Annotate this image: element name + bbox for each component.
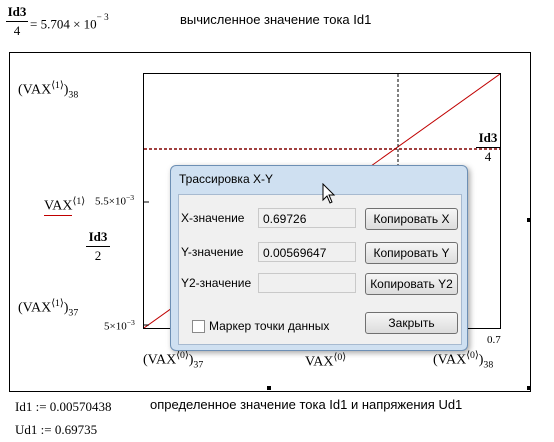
- x-label-right-sup: ⟨0⟩: [466, 350, 479, 361]
- data-marker-checkbox[interactable]: [192, 320, 205, 333]
- y-series-label-base: VAX: [44, 198, 73, 214]
- top-comment: вычисленное значение тока Id1: [180, 12, 372, 27]
- x-label-right-sub: 38: [483, 359, 494, 371]
- data-marker-checkbox-label[interactable]: Маркер точки данных: [209, 319, 330, 333]
- x-label-left-sub: 37: [193, 359, 204, 371]
- x-label-right: (VAX⟨0⟩)38: [433, 350, 494, 371]
- y-series2-den: 2: [94, 248, 102, 263]
- ud1-definition: Ud1 := 0.69735: [15, 422, 98, 437]
- x-series-label: VAX⟨0⟩: [305, 352, 346, 371]
- y-label-top-sub: 38: [68, 89, 79, 101]
- dialog-title[interactable]: Трассировка X-Y: [179, 172, 273, 186]
- top-fraction: Id3 4: [6, 4, 28, 39]
- top-formula-value: = 5.704 × 10− 3: [30, 12, 109, 32]
- y-tick-mid-base: 5.5×10: [95, 195, 126, 208]
- y-tick-bottom-base: 5×10: [104, 320, 127, 333]
- x-label-left: (VAX⟨0⟩)37: [143, 350, 204, 371]
- y-value-label: Y-значение: [181, 245, 244, 259]
- y-tick-mid-exp: −3: [125, 193, 135, 202]
- x-series-label-base: VAX: [305, 354, 334, 370]
- x-tick-right: 0.7: [487, 334, 501, 346]
- y2-value-label: Y2-значение: [181, 276, 252, 290]
- resize-handle-corner[interactable]: [527, 386, 531, 390]
- x-label-right-base: (VAX: [433, 352, 467, 368]
- y-label-bottom-sub: 37: [68, 307, 79, 319]
- marker-fraction-num: Id3: [478, 130, 498, 145]
- mouse-cursor-icon: [322, 183, 336, 204]
- y-label-bottom: (VAX⟨1⟩)37: [18, 298, 79, 319]
- marker-fraction-label: Id3 4: [476, 130, 500, 165]
- y-series-line-sample: [44, 215, 72, 216]
- y-value-field[interactable]: 0.00569647: [258, 242, 356, 262]
- y-series-label: VAX⟨1⟩: [44, 196, 85, 215]
- copy-y-button[interactable]: Копировать Y: [365, 242, 458, 264]
- y-label-bottom-sup: ⟨1⟩: [51, 298, 64, 309]
- y-tick-bottom-exp: −3: [126, 318, 135, 327]
- trace-dialog: Трассировка X-Y X-значение 0.69726 Копир…: [170, 165, 468, 351]
- y-label-top-sup: ⟨1⟩: [51, 80, 64, 91]
- top-fraction-numerator: Id3: [7, 4, 27, 19]
- y-tick-mid: 5.5×10−3: [95, 193, 134, 208]
- close-button[interactable]: Закрыть: [365, 312, 458, 334]
- y-label-bottom-base: (VAX: [18, 300, 52, 316]
- resize-handle-bottom[interactable]: [267, 386, 271, 390]
- y-series2-num: Id3: [88, 229, 108, 244]
- copy-x-button[interactable]: Копировать X: [365, 208, 458, 230]
- x-value-label: X-значение: [181, 211, 245, 225]
- y-label-top: (VAX⟨1⟩)38: [18, 80, 79, 101]
- top-formula-exponent: − 3: [96, 12, 109, 22]
- plot-region[interactable]: [9, 52, 531, 392]
- x-label-left-base: (VAX: [143, 352, 177, 368]
- marker-fraction-den: 4: [484, 149, 492, 164]
- x-value-field[interactable]: 0.69726: [258, 208, 356, 228]
- dialog-body: X-значение 0.69726 Копировать X Y-значен…: [178, 194, 462, 345]
- top-formula-number: = 5.704 × 10: [30, 16, 97, 32]
- x-label-left-sup: ⟨0⟩: [176, 350, 189, 361]
- y-series-label-sup: ⟨1⟩: [72, 196, 86, 207]
- resize-handle-right[interactable]: [527, 218, 531, 222]
- y-tick-bottom: 5×10−3: [104, 318, 135, 333]
- x-series-label-sup: ⟨0⟩: [333, 352, 347, 363]
- y-label-top-base: (VAX: [18, 82, 52, 98]
- bottom-comment: определенное значение тока Id1 и напряже…: [150, 397, 463, 412]
- y2-value-field[interactable]: [258, 273, 356, 293]
- id1-definition: Id1 := 0.00570438: [15, 399, 112, 414]
- top-fraction-denominator: 4: [13, 23, 21, 38]
- y-series2-fraction: Id3 2: [86, 229, 110, 264]
- copy-y2-button[interactable]: Копировать Y2: [365, 273, 458, 295]
